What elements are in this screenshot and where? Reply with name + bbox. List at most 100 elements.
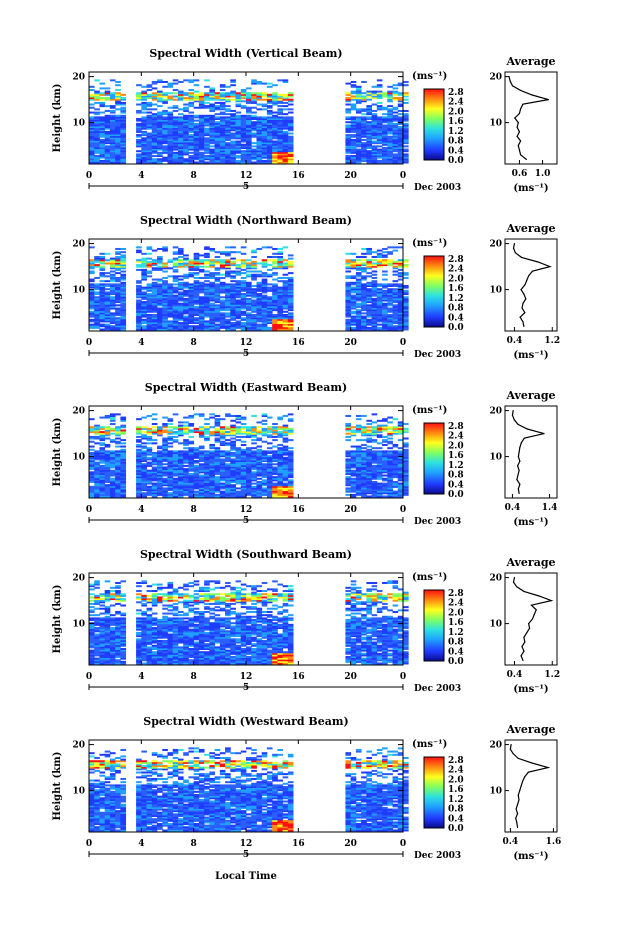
heatmap-cell [141, 158, 147, 161]
heatmap-cell [183, 424, 189, 427]
heatmap-cell [188, 264, 195, 267]
heatmap-cell [204, 294, 210, 297]
heatmap-cell [397, 259, 404, 262]
heatmap-cell [277, 153, 284, 156]
heatmap-cell [209, 140, 215, 143]
heatmap-cell [366, 313, 372, 316]
heatmap-cell [382, 256, 388, 259]
heatmap-cell [230, 276, 236, 279]
heatmap-cell [167, 432, 174, 435]
heatmap-cell [104, 485, 111, 488]
heatmap-cell [240, 150, 247, 153]
heatmap-cell [141, 450, 147, 453]
avg-profile-point [549, 266, 551, 268]
heatmap-cell [246, 259, 252, 262]
heatmap-cell [204, 312, 210, 315]
heatmap-cell [355, 309, 362, 312]
heatmap-cell [120, 159, 127, 162]
heatmap-cell [162, 302, 168, 305]
heatmap-cell [387, 320, 393, 323]
heatmap-cell [361, 288, 367, 291]
heatmap-cell [136, 111, 142, 114]
heatmap-cell [109, 267, 116, 270]
heatmap-cell [361, 143, 367, 146]
heatmap-cell [115, 124, 121, 127]
heatmap-cell [272, 119, 278, 122]
heatmap-cell [141, 142, 147, 145]
heatmap-cell [204, 127, 210, 130]
heatmap-cell [115, 437, 121, 440]
heatmap-cell [183, 254, 189, 257]
heatmap-cell [355, 150, 362, 153]
heatmap-cell [235, 148, 242, 151]
heatmap-cell [397, 291, 404, 294]
heatmap-cell [183, 479, 189, 482]
heatmap-cell [188, 424, 195, 427]
heatmap-cell [151, 323, 158, 326]
heatmap-cell [183, 118, 189, 121]
heatmap-cell [235, 493, 242, 496]
heatmap-cell [99, 119, 106, 122]
heatmap-cell [109, 129, 116, 132]
heatmap-cell [387, 138, 393, 141]
heatmap-cell [104, 464, 111, 467]
heatmap-cell [109, 159, 116, 162]
heatmap-cell [177, 318, 184, 321]
heatmap-cell [104, 297, 111, 300]
heatmap-cell [109, 312, 116, 315]
heatmap-cell [167, 118, 174, 121]
heatmap-cell [355, 297, 362, 300]
heatmap-cell [387, 156, 393, 159]
heatmap-cell [104, 325, 111, 328]
heatmap-cell [151, 260, 158, 263]
heatmap-cell [162, 477, 168, 480]
heatmap-cell [198, 455, 205, 458]
heatmap-cell [350, 134, 357, 137]
heatmap-cell [350, 312, 357, 315]
heatmap-cell [193, 158, 200, 161]
heatmap-cell [172, 466, 179, 469]
heatmap-cell [371, 93, 378, 96]
heatmap-cell [89, 291, 95, 294]
heatmap-cell [177, 285, 184, 288]
heatmap-cell [157, 259, 163, 262]
heatmap-cell [219, 135, 226, 138]
heatmap-cell [345, 283, 352, 286]
heatmap-cell [256, 273, 263, 276]
heatmap-cell [172, 296, 179, 299]
heatmap-cell [382, 95, 388, 98]
heatmap-cell [209, 315, 215, 318]
heatmap-cell [235, 479, 242, 482]
heatmap-cell [214, 414, 221, 417]
heatmap-cell [193, 273, 200, 276]
heatmap-cell [225, 283, 231, 286]
heatmap-cell [214, 150, 221, 153]
heatmap-cell [214, 424, 221, 427]
heatmap-cell [94, 431, 100, 434]
heatmap-cell [225, 134, 231, 137]
heatmap-cell [397, 150, 404, 153]
heatmap-cell [256, 158, 263, 161]
heatmap-cell [287, 322, 294, 325]
heatmap-cell [392, 317, 399, 320]
heatmap-cell [193, 265, 200, 268]
heatmap-cell [188, 259, 195, 262]
heatmap-cell [392, 135, 399, 138]
heatmap-cell [219, 468, 226, 471]
heatmap-cell [198, 492, 205, 495]
heatmap-cell [235, 471, 242, 474]
heatmap-cell [282, 264, 289, 267]
heatmap-cell [251, 273, 257, 276]
heatmap-cell [99, 296, 106, 299]
heatmap-cell [366, 116, 372, 119]
heatmap-cell [282, 116, 289, 119]
heatmap-cell [204, 114, 210, 117]
heatmap-cell [225, 161, 231, 164]
heatmap-cell [167, 286, 174, 289]
heatmap-cell [109, 109, 116, 112]
heatmap-cell [141, 466, 147, 469]
heatmap-cell [376, 156, 383, 159]
heatmap-cell [282, 108, 289, 111]
x-tick-label: 16 [292, 171, 305, 181]
heatmap-cell [397, 296, 404, 299]
